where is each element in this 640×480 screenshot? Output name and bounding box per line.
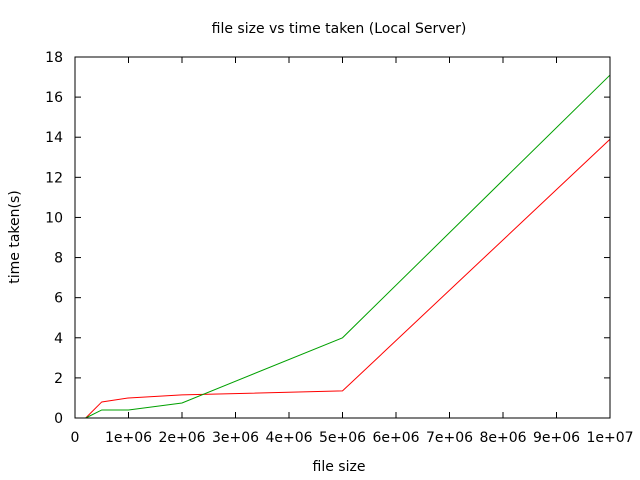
y-tick-label: 4 [54, 331, 63, 347]
series-line-2 [85, 74, 611, 419]
axis-ticks: 0 1e+06 2e+06 3e+06 4e+06 5e+06 6e+06 7e+06 8e+0… [45, 50, 633, 446]
x-tick-label: 9e+06 [533, 430, 580, 446]
y-tick-label: 14 [45, 130, 63, 146]
x-tick-label: 8e+06 [479, 430, 526, 446]
x-axis-label: file size [313, 459, 366, 475]
x-tick-label: 0 [71, 430, 80, 446]
x-tick-label: 2e+06 [158, 430, 205, 446]
y-tick-label: 8 [54, 251, 63, 267]
y-axis-label: time taken(s) [7, 190, 23, 283]
x-tick-label: 5e+06 [319, 430, 366, 446]
y-tick-label: 16 [45, 90, 63, 106]
x-tick-label: 1e+06 [105, 430, 152, 446]
y-tick-label: 18 [45, 50, 63, 66]
series-line-1 [85, 138, 611, 419]
y-tick-label: 2 [54, 371, 63, 387]
series-lines [85, 74, 611, 419]
y-tick-label: 12 [45, 170, 63, 186]
chart-title: file size vs time taken (Local Server) [212, 21, 467, 37]
plot-frame [74, 56, 611, 419]
x-tick-label: 3e+06 [212, 430, 259, 446]
x-tick-label: 1e+07 [586, 430, 633, 446]
y-tick-label: 10 [45, 210, 63, 226]
x-tick-label: 4e+06 [265, 430, 312, 446]
y-tick-label: 0 [54, 411, 63, 427]
y-tick-label: 6 [54, 291, 63, 307]
x-tick-label: 7e+06 [426, 430, 473, 446]
x-tick-label: 6e+06 [372, 430, 419, 446]
